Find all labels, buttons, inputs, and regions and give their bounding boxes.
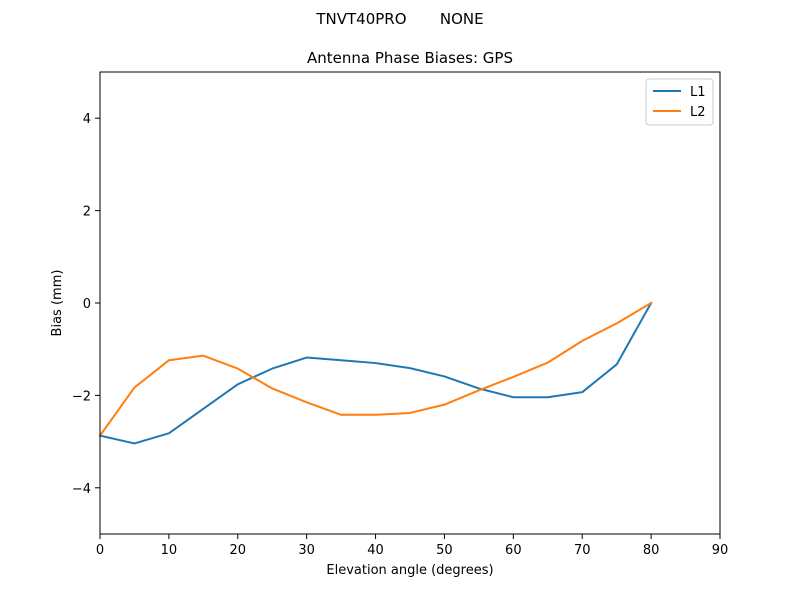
y-axis-ticks: −4 −2 0 2 4	[72, 112, 100, 497]
y-tick-label: 0	[83, 297, 91, 312]
y-tick-label: 4	[83, 112, 91, 127]
legend-label-l1: L1	[690, 85, 706, 100]
plot-frame	[99, 71, 721, 535]
x-tick-label: 30	[298, 543, 315, 558]
x-tick-label: 60	[505, 543, 522, 558]
x-tick-label: 70	[574, 543, 591, 558]
x-tick-label: 0	[96, 543, 104, 558]
plot-area	[100, 72, 720, 534]
x-axis-ticks: 0 10 20 30 40 50 60 70 80 90	[96, 534, 728, 558]
x-tick-label: 10	[161, 543, 178, 558]
chart-title: Antenna Phase Biases: GPS	[307, 49, 513, 67]
x-tick-label: 20	[230, 543, 247, 558]
series-layer	[98, 301, 653, 445]
y-tick-label: −4	[72, 482, 91, 497]
figure-suptitle: TNVT40PRO NONE	[315, 10, 483, 28]
series-line-l2	[98, 301, 653, 437]
x-tick-label: 80	[643, 543, 660, 558]
x-tick-label: 40	[367, 543, 384, 558]
series-line-l1	[98, 301, 653, 445]
x-axis-label: Elevation angle (degrees)	[326, 563, 493, 578]
legend: L1 L2	[645, 78, 714, 126]
y-tick-label: 2	[83, 205, 91, 220]
y-axis-label: Bias (mm)	[50, 270, 65, 337]
legend-label-l2: L2	[690, 105, 706, 120]
x-tick-label: 50	[436, 543, 453, 558]
x-tick-label: 90	[712, 543, 729, 558]
y-tick-label: −2	[72, 389, 91, 404]
